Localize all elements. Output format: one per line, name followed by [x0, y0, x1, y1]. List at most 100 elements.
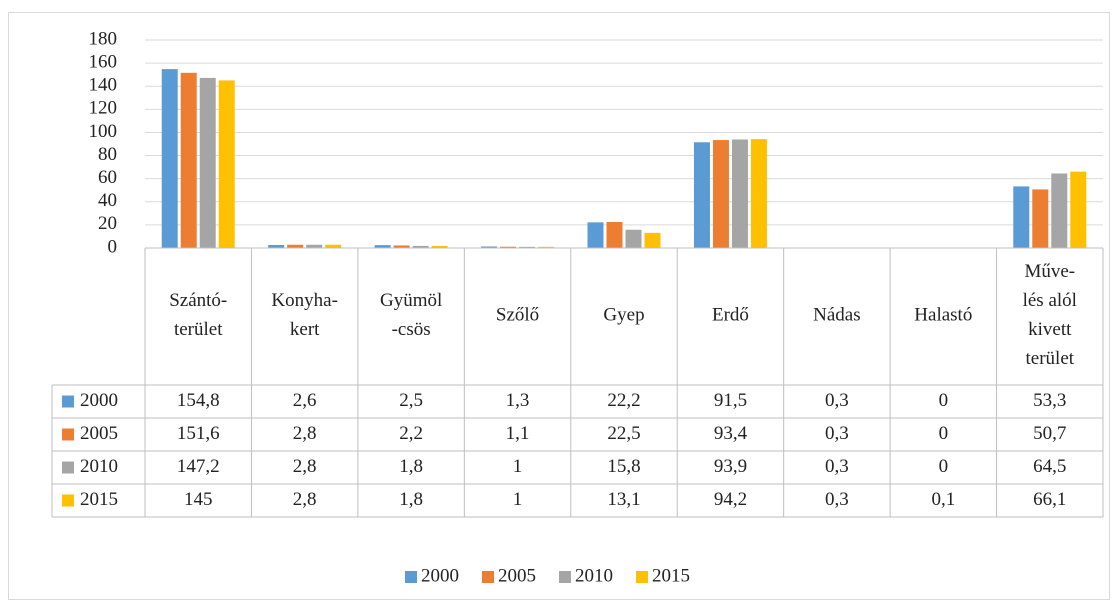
table-value: 145 [184, 489, 213, 510]
category-label: terület [1026, 348, 1075, 369]
y-tick-label: 180 [89, 28, 118, 49]
category-label: Nádas [813, 304, 860, 325]
table-value: 2,8 [293, 489, 317, 510]
table-value: 0 [939, 456, 949, 477]
row-label: 2005 [80, 423, 118, 444]
table-value: 1,1 [506, 423, 530, 444]
bar [481, 246, 498, 248]
bar [750, 139, 767, 248]
legend-key [62, 494, 74, 507]
table-value: 147,2 [177, 456, 220, 477]
table-value: 50,7 [1033, 423, 1066, 444]
bar [606, 222, 623, 248]
row-label: 2015 [80, 489, 118, 510]
table-value: 0,3 [825, 456, 849, 477]
table-value: 94,2 [714, 489, 747, 510]
table-value: 1 [513, 489, 523, 510]
category-label: Szőlő [496, 304, 539, 325]
bar [325, 244, 342, 248]
y-tick-label: 140 [89, 75, 118, 96]
legend-label: 2005 [498, 565, 536, 586]
y-tick-label: 100 [89, 121, 118, 142]
category-label: Konyha- [271, 290, 337, 311]
bar [180, 72, 197, 248]
table-value: 154,8 [177, 390, 220, 411]
table-value: 93,9 [714, 456, 747, 477]
bar [287, 244, 304, 248]
bar [1051, 173, 1068, 248]
bar [1032, 189, 1049, 248]
table-value: 0,3 [825, 390, 849, 411]
y-tick-label: 60 [98, 167, 117, 188]
category-label: kivett [1028, 319, 1072, 340]
category-label: -csös [392, 319, 431, 340]
table-value: 1,3 [506, 390, 530, 411]
table-value: 2,5 [399, 390, 423, 411]
y-tick-label: 120 [89, 98, 118, 119]
y-tick-label: 80 [98, 144, 117, 165]
bar [412, 245, 429, 248]
category-label: Szántó- [169, 290, 227, 311]
table-value: 66,1 [1033, 489, 1066, 510]
bar [1013, 186, 1030, 248]
table-value: 2,2 [399, 423, 423, 444]
legend-label: 2000 [421, 565, 459, 586]
table-value: 0 [939, 423, 949, 444]
category-label: Gyümöl [380, 290, 442, 311]
table-value: 22,5 [607, 423, 640, 444]
legend-key [62, 461, 74, 474]
category-label: terület [174, 319, 223, 340]
bar [393, 245, 410, 248]
bar [306, 244, 323, 248]
bar [199, 77, 216, 248]
legend-label: 2015 [652, 565, 690, 586]
bar [519, 246, 536, 248]
category-label: Erdő [712, 304, 749, 325]
table-value: 1,8 [399, 456, 423, 477]
table-value: 0 [939, 390, 949, 411]
table-value: 2,6 [293, 390, 317, 411]
bar [431, 245, 448, 248]
bar [374, 245, 391, 248]
bar [587, 222, 604, 248]
legend-label: 2010 [575, 565, 613, 586]
bar [1070, 171, 1087, 248]
y-tick-label: 160 [89, 51, 118, 72]
row-label: 2010 [80, 456, 118, 477]
table-value: 151,6 [177, 423, 220, 444]
legend-key [482, 571, 494, 583]
y-tick-label: 40 [98, 190, 117, 211]
legend-key [405, 571, 417, 583]
bar [161, 69, 178, 249]
y-tick-label: 20 [98, 213, 117, 234]
category-label: lés alól [1023, 290, 1077, 311]
table-value: 1 [513, 456, 523, 477]
legend-key [62, 395, 74, 408]
y-tick-label: 0 [108, 236, 118, 257]
bar [538, 246, 555, 248]
category-label: Halastó [914, 304, 972, 325]
category-label: Műve- [1024, 261, 1075, 282]
table-value: 13,1 [607, 489, 640, 510]
legend-key [62, 428, 74, 441]
table-value: 2,8 [293, 423, 317, 444]
table-value: 91,5 [714, 390, 747, 411]
bar [625, 229, 642, 248]
table-value: 2,8 [293, 456, 317, 477]
table-value: 0,3 [825, 423, 849, 444]
bar [731, 139, 748, 248]
legend-key [559, 571, 571, 583]
bar [644, 232, 661, 248]
table-value: 0,1 [931, 489, 955, 510]
category-label: Gyep [603, 304, 644, 325]
category-label: kert [290, 319, 320, 340]
legend-key [636, 571, 648, 583]
table-value: 1,8 [399, 489, 423, 510]
bar [693, 142, 710, 248]
table-value: 53,3 [1033, 390, 1066, 411]
row-label: 2000 [80, 390, 118, 411]
table-value: 22,2 [607, 390, 640, 411]
table-value: 15,8 [607, 456, 640, 477]
bar [712, 140, 729, 248]
